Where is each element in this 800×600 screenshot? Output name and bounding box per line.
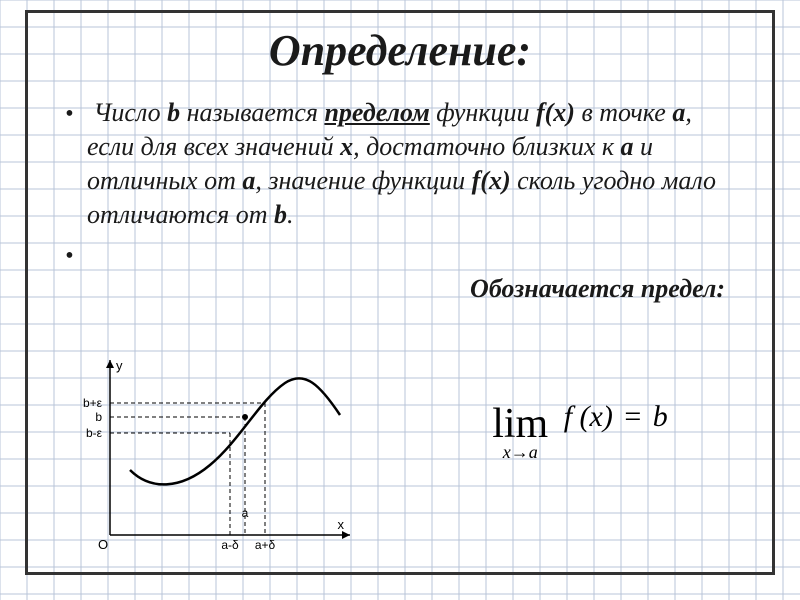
var-x: x: [340, 132, 353, 161]
var-a: a: [621, 132, 634, 161]
var-a: a: [242, 166, 255, 195]
text-seg: Число: [94, 98, 168, 127]
text-seg: в точке: [575, 98, 672, 127]
text-seg: , достаточно близких к: [353, 132, 620, 161]
var-fx: f(x): [536, 98, 575, 127]
text-seg: называется: [180, 98, 324, 127]
definition-item: Число b называется пределом функции f(x)…: [65, 96, 745, 232]
text-seg: , значение функции: [255, 166, 471, 195]
definition-list: Число b называется пределом функции f(x)…: [65, 96, 745, 306]
content-area: Определение: Число b называется пределом…: [25, 10, 775, 575]
notation-item: Обозначается предел:: [65, 238, 745, 306]
var-b: b: [274, 200, 287, 229]
text-seg: функции: [430, 98, 536, 127]
notation-label: Обозначается предел:: [87, 272, 745, 306]
underlined-limit: пределом: [324, 98, 429, 127]
var-a: a: [672, 98, 685, 127]
var-fx: f(x): [472, 166, 511, 195]
var-b: b: [167, 98, 180, 127]
text-seg: .: [287, 200, 294, 229]
title: Определение:: [55, 25, 745, 76]
